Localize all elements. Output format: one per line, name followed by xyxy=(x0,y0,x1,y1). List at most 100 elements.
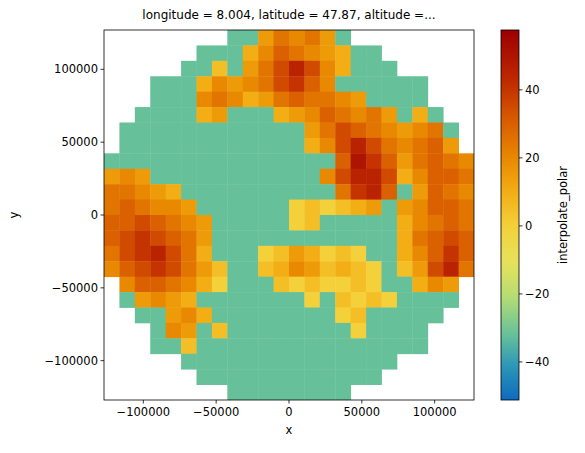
cell xyxy=(397,215,413,231)
cell xyxy=(166,107,182,123)
cell xyxy=(320,338,336,354)
cell xyxy=(382,153,398,169)
cell xyxy=(150,169,166,185)
cell xyxy=(258,338,274,354)
cell xyxy=(351,338,367,354)
cell xyxy=(366,354,382,370)
cell xyxy=(243,230,259,246)
cell xyxy=(304,323,320,339)
cell xyxy=(412,292,428,308)
cell xyxy=(119,230,135,246)
cell xyxy=(351,107,367,123)
cell xyxy=(227,61,243,77)
cell xyxy=(335,230,351,246)
cell xyxy=(197,292,213,308)
y-tick xyxy=(101,360,105,361)
cell xyxy=(366,277,382,293)
cell xyxy=(443,261,459,277)
cell xyxy=(335,338,351,354)
cell xyxy=(227,369,243,385)
cell xyxy=(289,369,305,385)
cell xyxy=(304,138,320,154)
cell xyxy=(289,323,305,339)
cell xyxy=(366,323,382,339)
y-axis-title: y xyxy=(7,211,21,218)
cell xyxy=(289,30,305,46)
cell xyxy=(351,184,367,200)
cell xyxy=(320,354,336,370)
cell xyxy=(166,153,182,169)
cell xyxy=(181,308,197,324)
cell xyxy=(304,123,320,139)
cell xyxy=(335,153,351,169)
cell xyxy=(304,308,320,324)
cell xyxy=(166,215,182,231)
cell xyxy=(289,61,305,77)
cell xyxy=(366,184,382,200)
cell xyxy=(258,61,274,77)
cell xyxy=(197,277,213,293)
cell xyxy=(274,30,290,46)
cell xyxy=(428,123,444,139)
cell xyxy=(212,200,228,216)
cell xyxy=(212,354,228,370)
cell xyxy=(181,246,197,262)
cell xyxy=(320,200,336,216)
cell xyxy=(335,92,351,108)
cell xyxy=(382,277,398,293)
cell xyxy=(212,169,228,185)
cell xyxy=(197,123,213,139)
cell xyxy=(166,138,182,154)
cell xyxy=(166,184,182,200)
cell xyxy=(351,308,367,324)
cell xyxy=(119,200,135,216)
cell xyxy=(135,153,151,169)
cell xyxy=(212,261,228,277)
y-tick xyxy=(101,142,105,143)
cell xyxy=(397,277,413,293)
colorbar-tick xyxy=(519,225,523,226)
cell xyxy=(304,184,320,200)
cell xyxy=(181,277,197,293)
cell xyxy=(119,277,135,293)
cell xyxy=(274,92,290,108)
cell xyxy=(197,169,213,185)
cell xyxy=(119,169,135,185)
cell xyxy=(197,261,213,277)
cell xyxy=(258,123,274,139)
cell xyxy=(304,369,320,385)
cell xyxy=(150,215,166,231)
cell xyxy=(104,153,120,169)
cell xyxy=(382,92,398,108)
cell xyxy=(428,184,444,200)
cell xyxy=(243,107,259,123)
cell xyxy=(289,76,305,92)
cell xyxy=(366,61,382,77)
cell xyxy=(351,292,367,308)
cell xyxy=(351,354,367,370)
cell xyxy=(428,277,444,293)
cell xyxy=(320,292,336,308)
cell xyxy=(166,169,182,185)
x-tick xyxy=(289,400,290,404)
cell xyxy=(412,107,428,123)
cell xyxy=(181,338,197,354)
cell xyxy=(258,30,274,46)
cell xyxy=(366,308,382,324)
x-tick-label: −50000 xyxy=(193,405,239,419)
cell xyxy=(197,246,213,262)
cell xyxy=(320,277,336,293)
cell xyxy=(320,308,336,324)
cell xyxy=(382,308,398,324)
colorbar-tick-label: 0 xyxy=(525,219,532,233)
cell xyxy=(150,277,166,293)
cell xyxy=(181,92,197,108)
cell xyxy=(289,292,305,308)
cell xyxy=(243,385,259,400)
cell xyxy=(227,169,243,185)
cell xyxy=(351,277,367,293)
cell xyxy=(274,369,290,385)
cell xyxy=(166,230,182,246)
colorbar-tick xyxy=(519,89,523,90)
cell xyxy=(274,323,290,339)
